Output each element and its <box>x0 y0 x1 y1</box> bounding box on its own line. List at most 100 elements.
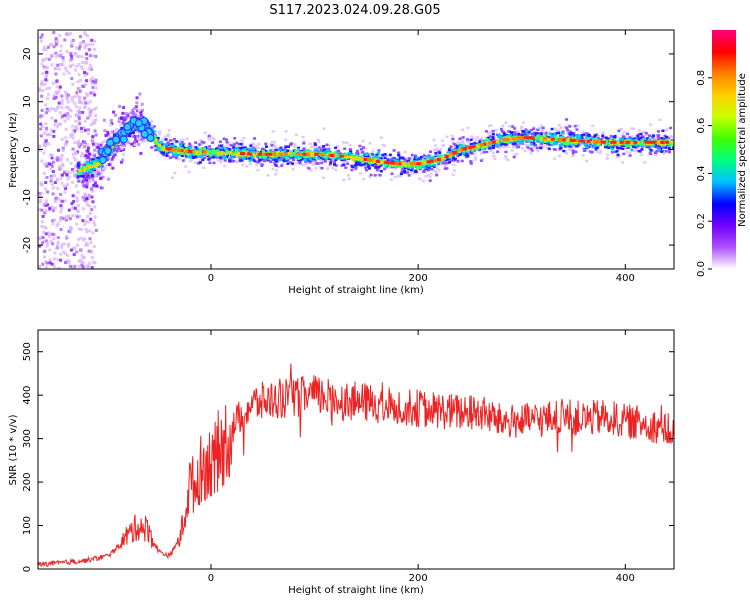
heatmap-cell <box>397 151 401 154</box>
heatmap-cell <box>377 149 381 152</box>
heatmap-cell <box>439 160 443 164</box>
heatmap-cell <box>43 65 47 69</box>
heatmap-cell <box>462 145 466 148</box>
heatmap-cell <box>202 149 206 152</box>
heatmap-cell <box>83 46 87 49</box>
heatmap-cell <box>325 143 329 146</box>
heatmap-cell <box>79 227 83 231</box>
heatmap-cell <box>254 160 258 163</box>
heatmap-cell <box>470 135 474 138</box>
heatmap-cell <box>212 138 216 141</box>
heatmap-cell <box>203 131 207 135</box>
heatmap-cell <box>502 134 506 138</box>
heatmap-cell <box>85 230 89 234</box>
heatmap-cell <box>207 158 211 161</box>
heatmap-cell <box>666 138 670 141</box>
heatmap-cell <box>74 52 78 55</box>
heatmap-cell <box>91 54 95 58</box>
heatmap-cell <box>274 147 278 150</box>
heatmap-cell <box>407 167 411 171</box>
heatmap-cell <box>278 158 282 162</box>
heatmap-cell <box>252 143 256 146</box>
heatmap-cell <box>524 144 528 147</box>
heatmap-cell <box>60 101 64 105</box>
heatmap-cell <box>450 154 453 157</box>
heatmap-cell <box>312 159 315 162</box>
heatmap-cell <box>208 156 212 160</box>
heatmap-cell <box>640 140 644 143</box>
heatmap-cell <box>401 157 405 160</box>
heatmap-cell <box>45 73 49 77</box>
heatmap-cell <box>181 159 185 162</box>
heatmap-cell <box>65 173 69 177</box>
heatmap-cell <box>86 116 90 120</box>
heatmap-cell <box>70 180 74 184</box>
heatmap-cell <box>73 129 77 133</box>
heatmap-cell <box>510 131 514 134</box>
heatmap-cell <box>252 150 256 154</box>
heatmap-cell <box>521 147 524 150</box>
heatmap-cell <box>485 150 489 154</box>
heatmap-cell <box>517 132 521 136</box>
heatmap-cell <box>425 155 429 159</box>
heatmap-cell <box>207 134 211 138</box>
heatmap-cell <box>69 226 72 229</box>
heatmap-cell <box>59 177 63 181</box>
heatmap-cell <box>426 168 430 172</box>
heatmap-cell <box>583 149 587 152</box>
heatmap-cell <box>188 146 192 150</box>
heatmap-cell <box>657 142 660 145</box>
heatmap-cell <box>438 151 442 154</box>
heatmap-cell <box>365 153 368 156</box>
heatmap-cell <box>83 71 86 74</box>
heatmap-cell <box>418 177 422 180</box>
heatmap-cell <box>327 144 330 148</box>
heatmap-cell <box>660 137 664 140</box>
heatmap-cell <box>295 161 299 165</box>
heatmap-cell <box>334 146 338 150</box>
heatmap-cell <box>233 137 237 140</box>
heatmap-cell <box>71 247 75 250</box>
heatmap-cell <box>44 140 48 144</box>
heatmap-cell <box>67 208 71 212</box>
heatmap-cell <box>250 154 254 157</box>
heatmap-cell <box>208 138 212 142</box>
heatmap-cell <box>621 137 625 140</box>
heatmap-cell <box>626 139 630 142</box>
heatmap-cell <box>444 162 448 165</box>
heatmap-cell <box>41 215 45 218</box>
heatmap-cell <box>88 229 92 233</box>
heatmap-cell <box>45 261 49 265</box>
heatmap-cell <box>492 144 496 147</box>
heatmap-cell <box>539 124 543 128</box>
heatmap-cell <box>88 170 92 173</box>
heatmap-cell <box>506 158 510 162</box>
heatmap-cell <box>664 146 668 149</box>
heatmap-cell <box>49 167 53 171</box>
heatmap-cell <box>379 156 383 160</box>
heatmap-cell <box>88 48 92 52</box>
heatmap-cell <box>255 163 259 167</box>
heatmap-cell <box>135 96 139 100</box>
heatmap-cell <box>39 134 43 138</box>
heatmap-cell <box>252 159 256 162</box>
heatmap-cell <box>162 154 165 158</box>
heatmap-cell <box>264 158 268 162</box>
heatmap-cell <box>615 140 619 144</box>
heatmap-cell <box>180 154 184 157</box>
heatmap-cell <box>78 89 82 93</box>
heatmap-cell <box>265 145 268 148</box>
heatmap-cell <box>287 153 291 156</box>
heatmap-cell <box>514 143 518 147</box>
heatmap-cell <box>132 131 135 134</box>
heatmap-cell <box>622 152 626 156</box>
heatmap-cell <box>641 131 645 134</box>
heatmap-cell <box>52 237 56 241</box>
heatmap-cell <box>663 134 667 138</box>
heatmap-cell <box>77 180 81 183</box>
heatmap-cell <box>52 257 56 261</box>
heatmap-cell <box>270 140 274 144</box>
heatmap-cell <box>570 142 574 146</box>
heatmap-cell <box>134 113 138 117</box>
heatmap-cell <box>497 135 501 139</box>
